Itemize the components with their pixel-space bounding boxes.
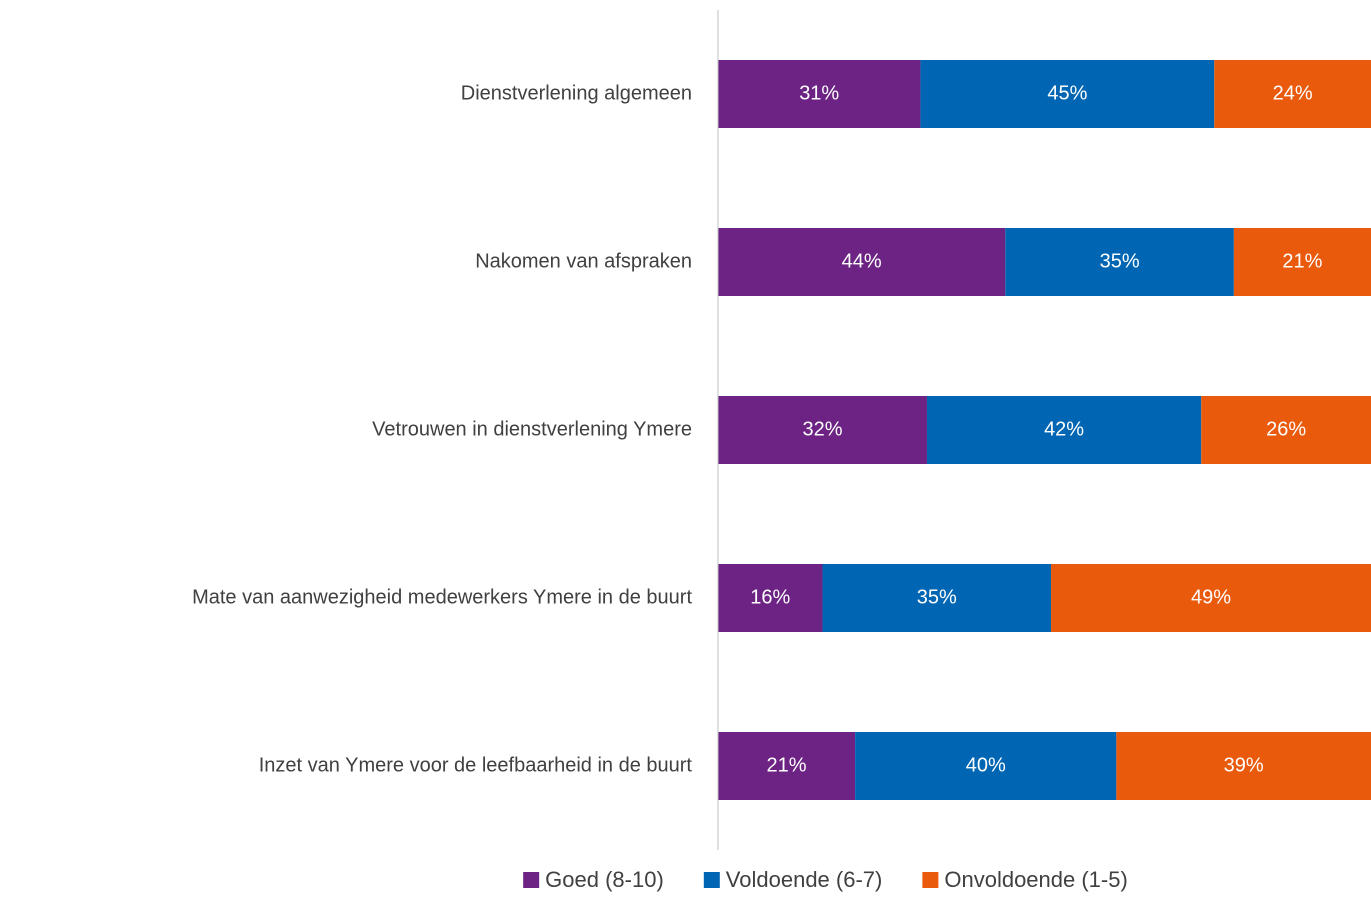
legend-swatch <box>922 872 939 888</box>
data-label: 21% <box>767 754 807 776</box>
bar-segment <box>718 60 921 128</box>
legend-label: Voldoende (6-7) <box>726 867 883 892</box>
category-label: Nakomen van afspraken <box>475 250 692 272</box>
data-label: 31% <box>799 82 839 104</box>
category-label: Dienstverlening algemeen <box>461 82 692 104</box>
bar-segment <box>855 732 1117 800</box>
bar-segment <box>1233 228 1371 296</box>
data-label: 42% <box>1044 418 1084 440</box>
data-label: 40% <box>966 754 1006 776</box>
data-label: 35% <box>1100 250 1140 272</box>
data-label: 32% <box>802 418 842 440</box>
data-label: 24% <box>1273 82 1313 104</box>
bar-segment <box>718 564 823 632</box>
data-label: 21% <box>1282 250 1322 272</box>
bar-segment <box>718 396 927 464</box>
bar-segment <box>926 396 1202 464</box>
bar-segment <box>1201 396 1371 464</box>
bar-segment <box>1214 60 1371 128</box>
category-label: Vetrouwen in dienstverlening Ymere <box>372 418 692 440</box>
data-label: 16% <box>750 586 790 608</box>
bar-segment <box>718 732 856 800</box>
bar-segment <box>920 60 1215 128</box>
data-label: 44% <box>842 250 882 272</box>
category-label: Mate van aanwezigheid medewerkers Ymere … <box>192 586 692 608</box>
bar-segment <box>1051 564 1371 632</box>
bar-segment <box>718 228 1006 296</box>
legend-label: Onvoldoende (1-5) <box>944 867 1127 892</box>
data-label: 39% <box>1224 754 1264 776</box>
bar-segment <box>1005 228 1234 296</box>
bar-segment <box>1116 732 1371 800</box>
legend-swatch <box>523 872 540 888</box>
legend-label: Goed (8-10) <box>545 867 664 892</box>
category-label: Inzet van Ymere voor de leefbaarheid in … <box>259 754 693 776</box>
data-label: 45% <box>1047 82 1087 104</box>
data-label: 49% <box>1191 586 1231 608</box>
bar-segment <box>822 564 1052 632</box>
data-label: 35% <box>917 586 957 608</box>
data-label: 26% <box>1266 418 1306 440</box>
legend-swatch <box>703 872 720 888</box>
